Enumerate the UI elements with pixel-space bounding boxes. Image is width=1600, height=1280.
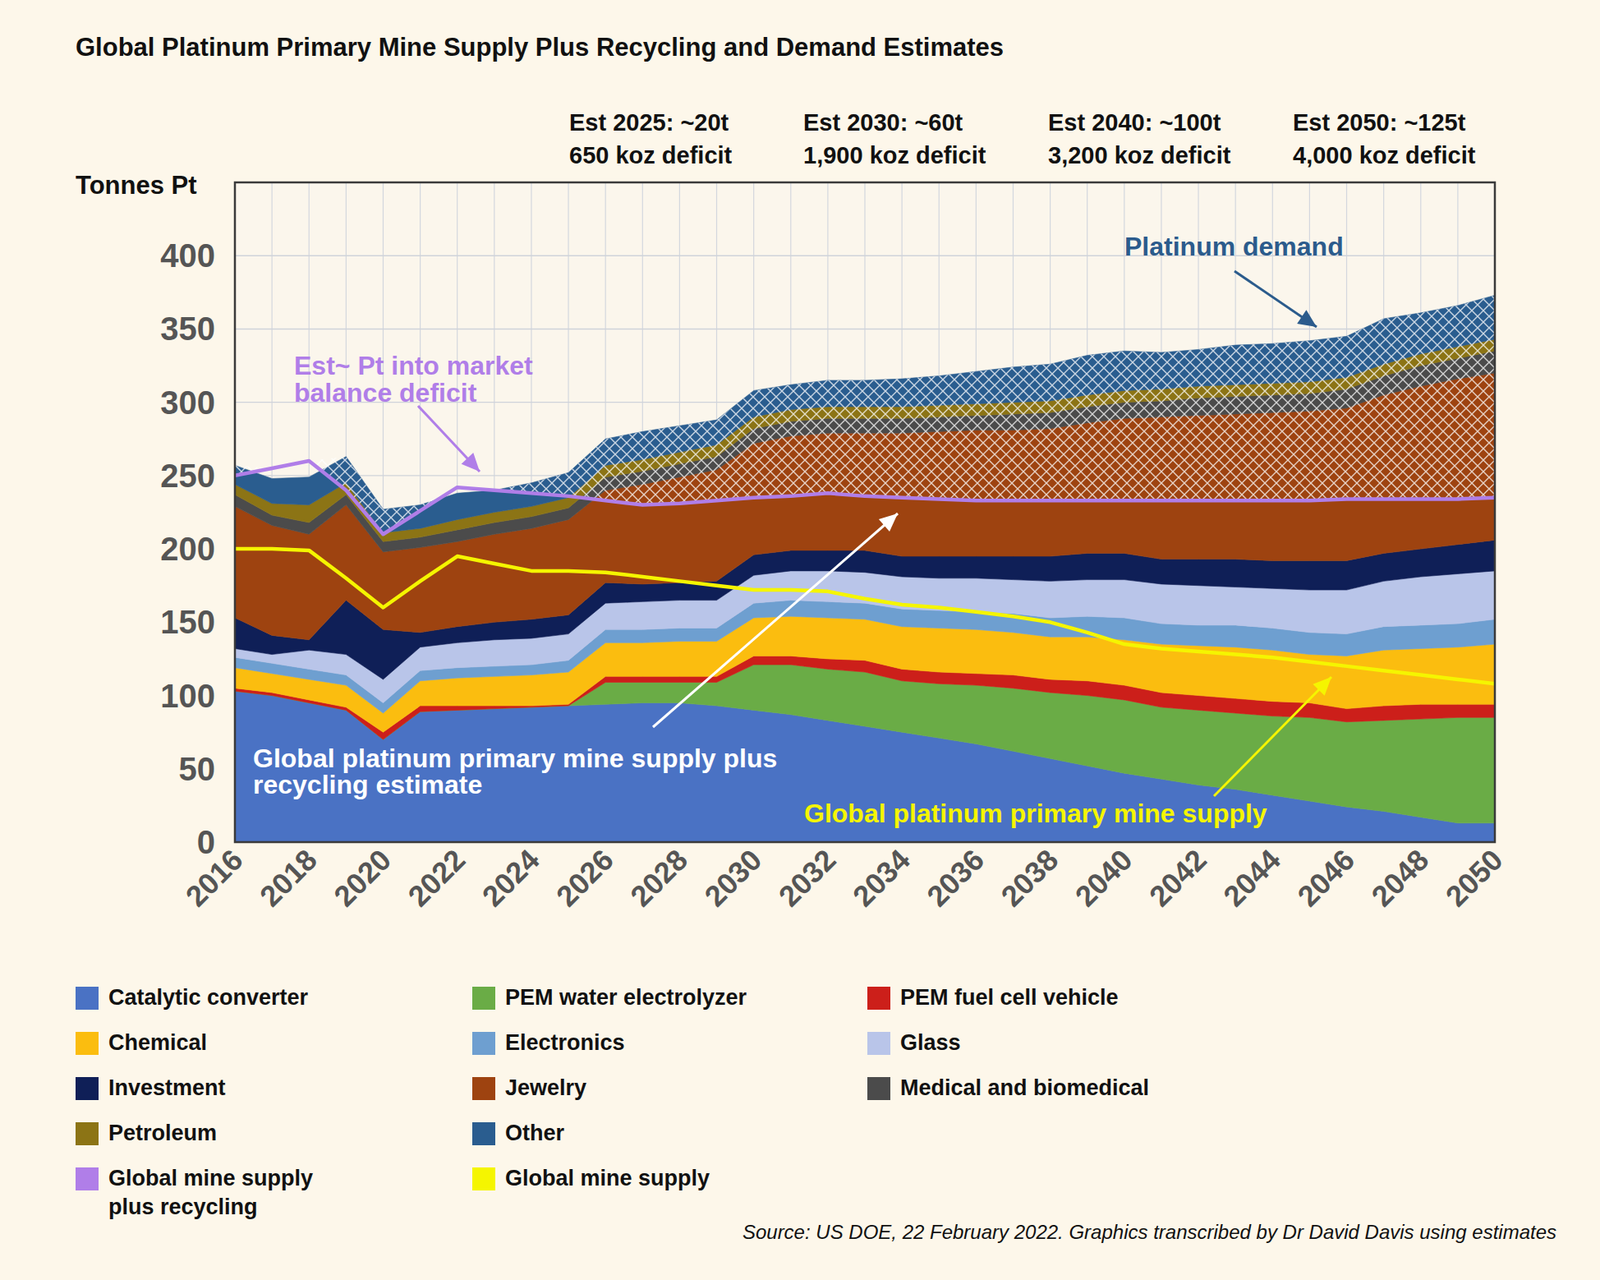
supply-line xyxy=(234,460,1495,534)
x-tick-label: 2050 xyxy=(1439,842,1510,914)
legend-label: Other xyxy=(505,1118,565,1148)
legend-label: Global mine supply xyxy=(505,1163,710,1193)
legend-label: Chemical xyxy=(108,1028,207,1058)
chart-title: Global Platinum Primary Mine Supply Plus… xyxy=(75,32,1004,62)
x-tick-label: 2020 xyxy=(327,842,399,914)
x-tick-label: 2040 xyxy=(1068,842,1140,914)
legend-swatch xyxy=(472,1076,496,1100)
supply-line xyxy=(234,548,1495,684)
x-tick-label: 2046 xyxy=(1291,842,1362,914)
y-tick-label: 250 xyxy=(160,457,216,494)
deficit-hatch xyxy=(234,294,1495,534)
annotation-arrow xyxy=(418,405,480,472)
annotation-text: 4,000 koz deficit xyxy=(1292,142,1476,169)
arrow-head xyxy=(1296,309,1317,327)
annotation-text: 1,900 koz deficit xyxy=(803,142,987,169)
legend-label: Electronics xyxy=(505,1028,626,1058)
legend-label: Glass xyxy=(900,1028,961,1058)
x-tick-label: 2048 xyxy=(1365,842,1436,914)
legend-label: Jewelry xyxy=(505,1073,587,1103)
annotation-text: Global platinum primary mine supply plus xyxy=(252,743,778,773)
arrow-shaft xyxy=(1234,271,1317,327)
legend-label: Medical and biomedical xyxy=(900,1073,1150,1103)
chart-root: Global Platinum Primary Mine Supply Plus… xyxy=(0,0,1600,1280)
legend-swatch xyxy=(867,1031,891,1055)
annotation-text: 3,200 koz deficit xyxy=(1048,142,1232,169)
legend-swatch xyxy=(472,1031,496,1055)
x-tick-label: 2032 xyxy=(772,842,843,914)
arrow-shaft xyxy=(1213,676,1332,796)
y-tick-label: 400 xyxy=(160,237,216,274)
annotation-text: Est~ Pt into market xyxy=(294,350,534,381)
legend-swatch xyxy=(472,986,496,1010)
annotation-text: recycling estimate xyxy=(252,769,483,800)
y-tick-label: 350 xyxy=(160,310,216,347)
y-grid-line xyxy=(234,328,1495,330)
arrow-shaft xyxy=(418,405,480,472)
legend-swatch xyxy=(75,1167,99,1191)
legend-swatch xyxy=(472,1121,496,1145)
legend-swatch xyxy=(472,1167,496,1191)
plot-frame xyxy=(234,182,1495,842)
chart-svg: Global Platinum Primary Mine Supply Plus… xyxy=(0,0,1600,1280)
source-note: Source: US DOE, 22 February 2022. Graphi… xyxy=(742,1220,1557,1243)
legend-label: Catalytic converter xyxy=(108,983,309,1012)
grid xyxy=(234,182,1495,842)
x-tick-label: 2030 xyxy=(698,842,769,914)
x-tick-label: 2044 xyxy=(1216,842,1288,914)
y-tick-label: 300 xyxy=(160,384,216,421)
legend-swatch xyxy=(867,986,891,1010)
legend-label: PEM fuel cell vehicle xyxy=(900,983,1119,1012)
legend-swatch xyxy=(75,986,99,1010)
y-axis-label: Tonnes Pt xyxy=(75,170,198,200)
arrow-shaft xyxy=(652,513,898,727)
data-layer xyxy=(234,294,1495,842)
x-tick-label: 2016 xyxy=(179,842,250,914)
legend-swatch xyxy=(75,1076,99,1100)
x-tick-label: 2034 xyxy=(845,842,917,914)
annotation-text: Global platinum primary mine supply xyxy=(804,798,1268,828)
legend-swatch xyxy=(75,1121,99,1145)
x-tick-label: 2036 xyxy=(919,842,991,914)
x-tick-label: 2042 xyxy=(1142,842,1214,914)
annotation-text: Est 2030: ~60t xyxy=(803,109,964,136)
x-tick-label: 2022 xyxy=(401,842,473,914)
annotation-arrow xyxy=(652,513,898,727)
annotation-arrow xyxy=(1234,271,1317,327)
legend-label: Petroleum xyxy=(108,1118,217,1148)
annotation-text: balance deficit xyxy=(294,377,478,408)
arrow-head xyxy=(461,452,480,472)
x-tick-label: 2026 xyxy=(549,842,621,914)
annotation-text: Est 2025: ~20t xyxy=(569,109,730,136)
legend-label: Global mine supply plus recycling xyxy=(108,1163,347,1222)
annotation-text: Est 2050: ~125t xyxy=(1292,109,1467,136)
plot-background xyxy=(234,182,1495,842)
legend-label: Investment xyxy=(108,1073,226,1103)
x-tick-label: 2028 xyxy=(623,842,695,914)
x-tick-label: 2024 xyxy=(475,842,547,914)
annotation-text: Est 2040: ~100t xyxy=(1048,109,1222,136)
y-tick-label: 150 xyxy=(160,603,216,640)
y-tick-label: 100 xyxy=(160,677,216,714)
x-tick-label: 2018 xyxy=(252,842,324,914)
y-tick-label: 50 xyxy=(179,750,217,787)
annotation-text: Platinum demand xyxy=(1124,231,1344,262)
annotation-text: 650 koz deficit xyxy=(569,142,733,169)
x-tick-label: 2038 xyxy=(994,842,1066,914)
arrow-head xyxy=(1312,676,1332,696)
y-tick-label: 200 xyxy=(160,530,216,567)
arrow-head xyxy=(878,513,898,532)
legend-swatch xyxy=(75,1031,99,1055)
annotation-arrow xyxy=(1213,676,1332,796)
legend-label: PEM water electrolyzer xyxy=(505,983,747,1012)
legend-swatch xyxy=(867,1076,891,1100)
